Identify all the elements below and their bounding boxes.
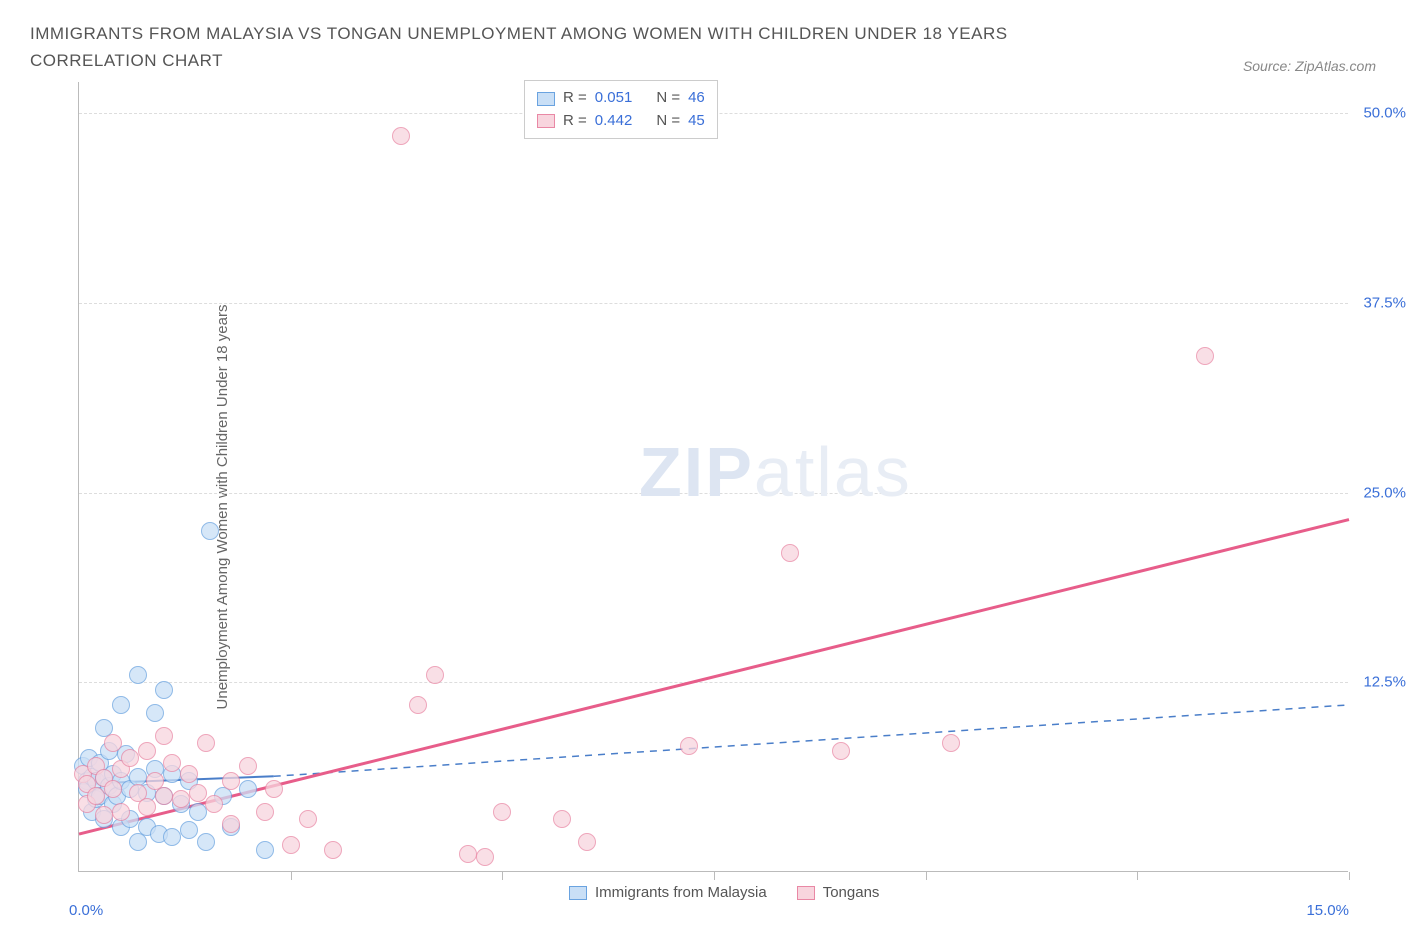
legend-label: Immigrants from Malaysia [595,884,767,901]
data-point [189,784,207,802]
data-point [239,780,257,798]
data-point [239,757,257,775]
stats-legend-row: R = 0.442 N = 45 [537,110,705,133]
data-point [205,795,223,813]
data-point [146,704,164,722]
data-point [129,768,147,786]
gridline [79,682,1348,683]
x-tick-mark [926,872,927,880]
y-tick-label: 12.5% [1363,674,1406,691]
data-point [112,803,130,821]
data-point [680,737,698,755]
data-point [197,833,215,851]
data-point [201,522,219,540]
regression-lines [79,82,1349,872]
data-point [256,803,274,821]
data-point [121,749,139,767]
legend-swatch [537,114,555,128]
watermark: ZIPatlas [639,432,912,512]
legend-swatch [569,886,587,900]
legend-swatch [797,886,815,900]
source-attribution: Source: ZipAtlas.com [1243,58,1376,74]
data-point [87,787,105,805]
data-point [129,666,147,684]
legend-label: Tongans [823,884,880,901]
r-value: 0.442 [595,110,633,133]
data-point [95,806,113,824]
legend-item: Tongans [797,884,880,901]
data-point [104,780,122,798]
x-tick-mark [291,872,292,880]
data-point [163,754,181,772]
legend-item: Immigrants from Malaysia [569,884,767,901]
data-point [138,798,156,816]
n-label: N = [656,87,680,110]
data-point [409,696,427,714]
data-point [282,836,300,854]
data-point [459,845,477,863]
chart-container: Unemployment Among Women with Children U… [30,82,1376,932]
data-point [426,666,444,684]
data-point [138,742,156,760]
data-point [155,727,173,745]
data-point [299,810,317,828]
x-tick-mark [1349,872,1350,880]
legend-swatch [537,92,555,106]
series-legend: Immigrants from Malaysia Tongans [569,884,879,901]
gridline [79,493,1348,494]
data-point [578,833,596,851]
data-point [1196,347,1214,365]
data-point [104,734,122,752]
y-tick-label: 25.0% [1363,484,1406,501]
data-point [493,803,511,821]
data-point [155,787,173,805]
data-point [832,742,850,760]
r-label: R = [563,110,587,133]
x-tick-label: 15.0% [1306,902,1349,919]
data-point [112,696,130,714]
n-value: 45 [688,110,705,133]
data-point [324,841,342,859]
data-point [265,780,283,798]
x-tick-label: 0.0% [69,902,103,919]
r-label: R = [563,87,587,110]
chart-title: IMMIGRANTS FROM MALAYSIA VS TONGAN UNEMP… [30,20,1130,74]
n-label: N = [656,110,680,133]
data-point [781,544,799,562]
y-tick-label: 37.5% [1363,294,1406,311]
n-value: 46 [688,87,705,110]
y-tick-label: 50.0% [1363,104,1406,121]
data-point [180,765,198,783]
data-point [163,828,181,846]
gridline [79,303,1348,304]
x-tick-mark [502,872,503,880]
x-tick-mark [1137,872,1138,880]
data-point [222,772,240,790]
r-value: 0.051 [595,87,633,110]
data-point [392,127,410,145]
data-point [222,815,240,833]
plot-area: 12.5%25.0%37.5%50.0%0.0%15.0%ZIPatlasR =… [78,82,1348,872]
data-point [553,810,571,828]
x-tick-mark [714,872,715,880]
data-point [189,803,207,821]
data-point [476,848,494,866]
data-point [155,681,173,699]
stats-legend-row: R = 0.051 N = 46 [537,87,705,110]
data-point [197,734,215,752]
data-point [256,841,274,859]
data-point [180,821,198,839]
stats-legend: R = 0.051 N = 46 R = 0.442 N = 45 [524,80,718,139]
data-point [172,790,190,808]
data-point [942,734,960,752]
